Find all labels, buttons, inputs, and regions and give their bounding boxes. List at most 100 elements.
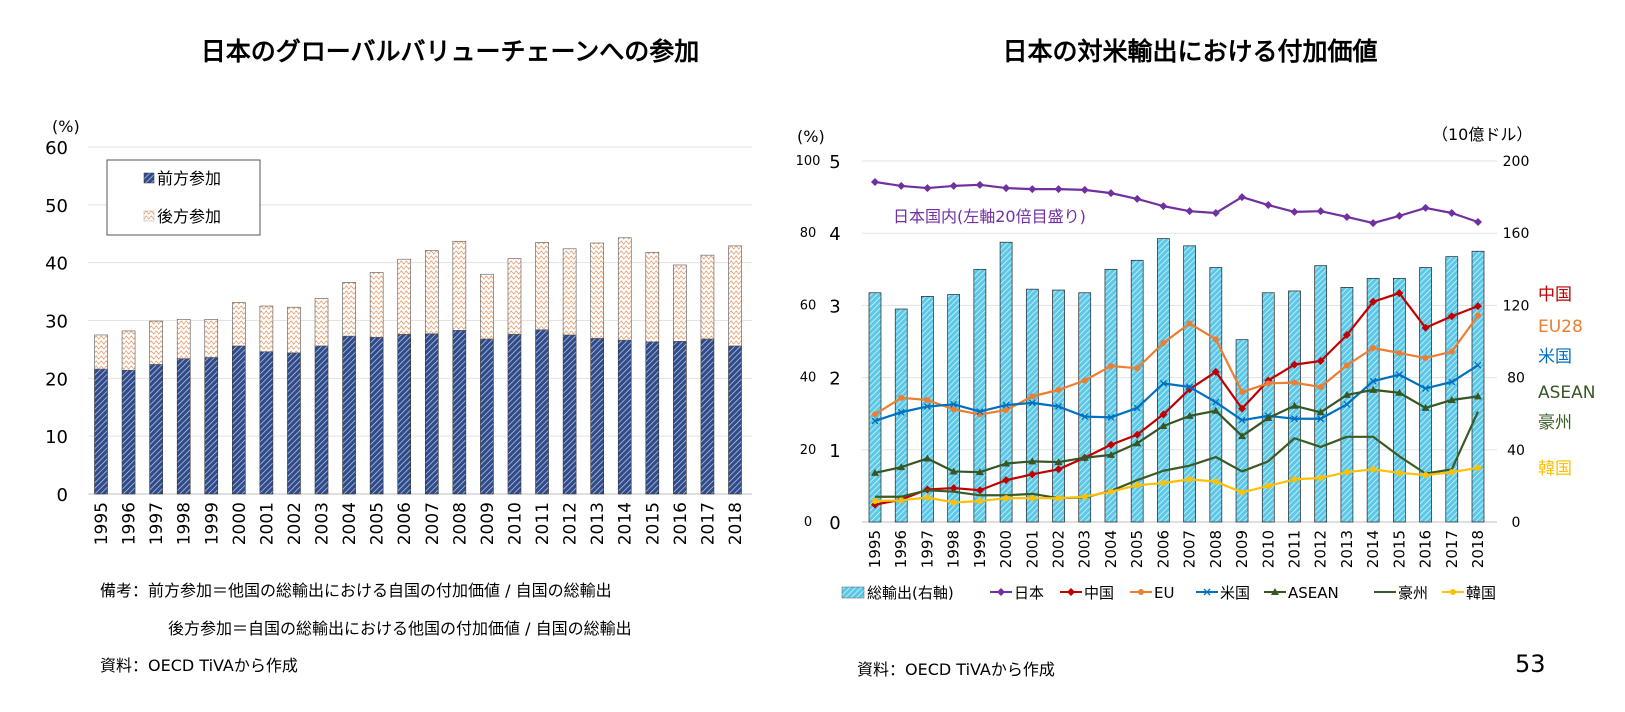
point-EU-2002: [1055, 386, 1062, 393]
bar-backward-2014: [617, 237, 632, 341]
point-ASEAN-2006: [1159, 421, 1168, 429]
point-韓国-2003: [1081, 493, 1088, 500]
point-日本-2008: [1211, 208, 1220, 217]
bar-forward-2002: [287, 352, 301, 495]
bar-forward-2015: [645, 341, 660, 495]
point-中国-2017: [1447, 312, 1456, 321]
point-日本-2015: [1395, 211, 1404, 220]
y-tick-label: 4: [829, 224, 840, 245]
bar-total-exports-2015: [1392, 277, 1406, 523]
point-EU-2014: [1370, 344, 1377, 351]
bar-forward-1999: [204, 357, 219, 495]
x-tick-label: 1996: [892, 530, 910, 568]
point-中国-2012: [1316, 356, 1325, 365]
x-tick-label: 2002: [285, 502, 305, 545]
point-中国-2014: [1369, 297, 1378, 306]
japan-domestic-annotation: 日本国内(左軸20倍目盛り): [893, 207, 1086, 226]
point-日本-2005: [1133, 194, 1142, 203]
bar-backward-2015: [645, 251, 660, 343]
point-ASEAN-2011: [1290, 401, 1299, 409]
legend-label-韓国: 韓国: [1466, 584, 1496, 602]
x-tick-label: 2007: [1181, 530, 1199, 568]
point-中国-1999: [975, 486, 984, 495]
legend-box: [106, 159, 261, 236]
y-tick-label: 50: [45, 196, 68, 217]
point-中国-2015: [1395, 289, 1404, 298]
x-tick-label: 2003: [1076, 530, 1094, 568]
bar-backward-2013: [590, 242, 604, 339]
x-tick-label: 2001: [257, 502, 277, 545]
x-tick-label: 2010: [1259, 530, 1277, 568]
x-tick-label: 2014: [1364, 530, 1382, 568]
x-tick-label: 2012: [1312, 530, 1330, 568]
point-日本-1997: [923, 184, 932, 193]
x-tick-label: 1996: [120, 502, 140, 545]
point-EU-2003: [1081, 377, 1088, 384]
bar-forward-2007: [424, 333, 439, 495]
point-米国-2000: [1002, 401, 1010, 409]
point-中国-2009: [1238, 404, 1247, 413]
point-韓国-1998: [950, 499, 957, 506]
point-ASEAN-2014: [1369, 385, 1378, 393]
series-label-中国: 中国: [1538, 285, 1572, 305]
point-ASEAN-2009: [1238, 432, 1247, 440]
bar-backward-2008: [452, 240, 467, 331]
bar-backward-2011: [535, 242, 549, 331]
point-韓国-1999: [976, 498, 983, 505]
point-韓国-2013: [1343, 469, 1350, 476]
page-number: 53: [1515, 650, 1546, 678]
bar-total-exports-2006: [1157, 238, 1170, 523]
point-韓国-2014: [1370, 466, 1377, 473]
point-米国-1997: [923, 403, 931, 410]
x-tick-label: 1998: [945, 530, 963, 568]
point-中国-2005: [1133, 430, 1142, 439]
y-tick-label: 20: [45, 369, 68, 390]
bar-forward-2011: [535, 329, 549, 495]
point-日本-2004: [1106, 189, 1115, 198]
point-EU-2013: [1343, 362, 1350, 369]
y-tick-label: 10: [45, 427, 68, 448]
legend-label-豪州: 豪州: [1398, 584, 1428, 602]
x-tick-label: 2005: [368, 502, 388, 545]
legend-label-ASEAN: ASEAN: [1288, 584, 1339, 602]
y-right-tick-label: 40: [1507, 443, 1525, 459]
point-日本-2016: [1421, 203, 1430, 212]
bar-total-exports-2000: [999, 241, 1013, 523]
point-中国-2004: [1106, 440, 1115, 449]
point-日本-2002: [1054, 185, 1063, 194]
left-chart-title: 日本のグローバルバリューチェーンへの参加: [200, 37, 700, 66]
legend-marker-米国: [1203, 588, 1211, 596]
point-ASEAN-1995: [871, 468, 879, 476]
point-米国-1996: [897, 408, 905, 416]
y-right-axis-unit: （10億ドル）: [1432, 125, 1532, 144]
point-ASEAN-1999: [975, 468, 984, 476]
point-米国-2013: [1343, 400, 1351, 408]
bar-backward-1995: [94, 334, 108, 370]
point-ASEAN-2002: [1054, 458, 1063, 466]
bar-backward-2007: [424, 250, 439, 335]
bar-forward-2016: [673, 341, 687, 495]
x-tick-label: 2012: [561, 502, 581, 545]
point-韓国-1996: [898, 497, 905, 504]
point-日本-2012: [1316, 207, 1325, 216]
bar-backward-2012: [562, 248, 577, 336]
y-right-tick-label: 160: [1503, 226, 1530, 242]
x-tick-label: 2002: [1050, 530, 1068, 568]
x-tick-label: 2013: [1338, 530, 1356, 568]
bar-backward-2005: [369, 272, 384, 338]
point-韓国-1995: [872, 498, 878, 505]
point-中国-2011: [1290, 360, 1299, 369]
point-米国-2006: [1159, 379, 1167, 387]
bar-total-exports-2012: [1314, 265, 1328, 523]
legend-swatch-backward: [143, 210, 155, 222]
point-韓国-2008: [1212, 478, 1219, 485]
x-tick-label: 2008: [450, 502, 470, 545]
point-中国-2008: [1211, 367, 1220, 376]
bar-backward-2003: [314, 298, 329, 347]
point-米国-2011: [1291, 415, 1298, 423]
point-日本-2000: [1002, 184, 1011, 193]
y-axis-unit: (%): [52, 117, 80, 136]
point-日本-2001: [1028, 185, 1037, 194]
y-axis-unit: (%): [797, 127, 825, 146]
